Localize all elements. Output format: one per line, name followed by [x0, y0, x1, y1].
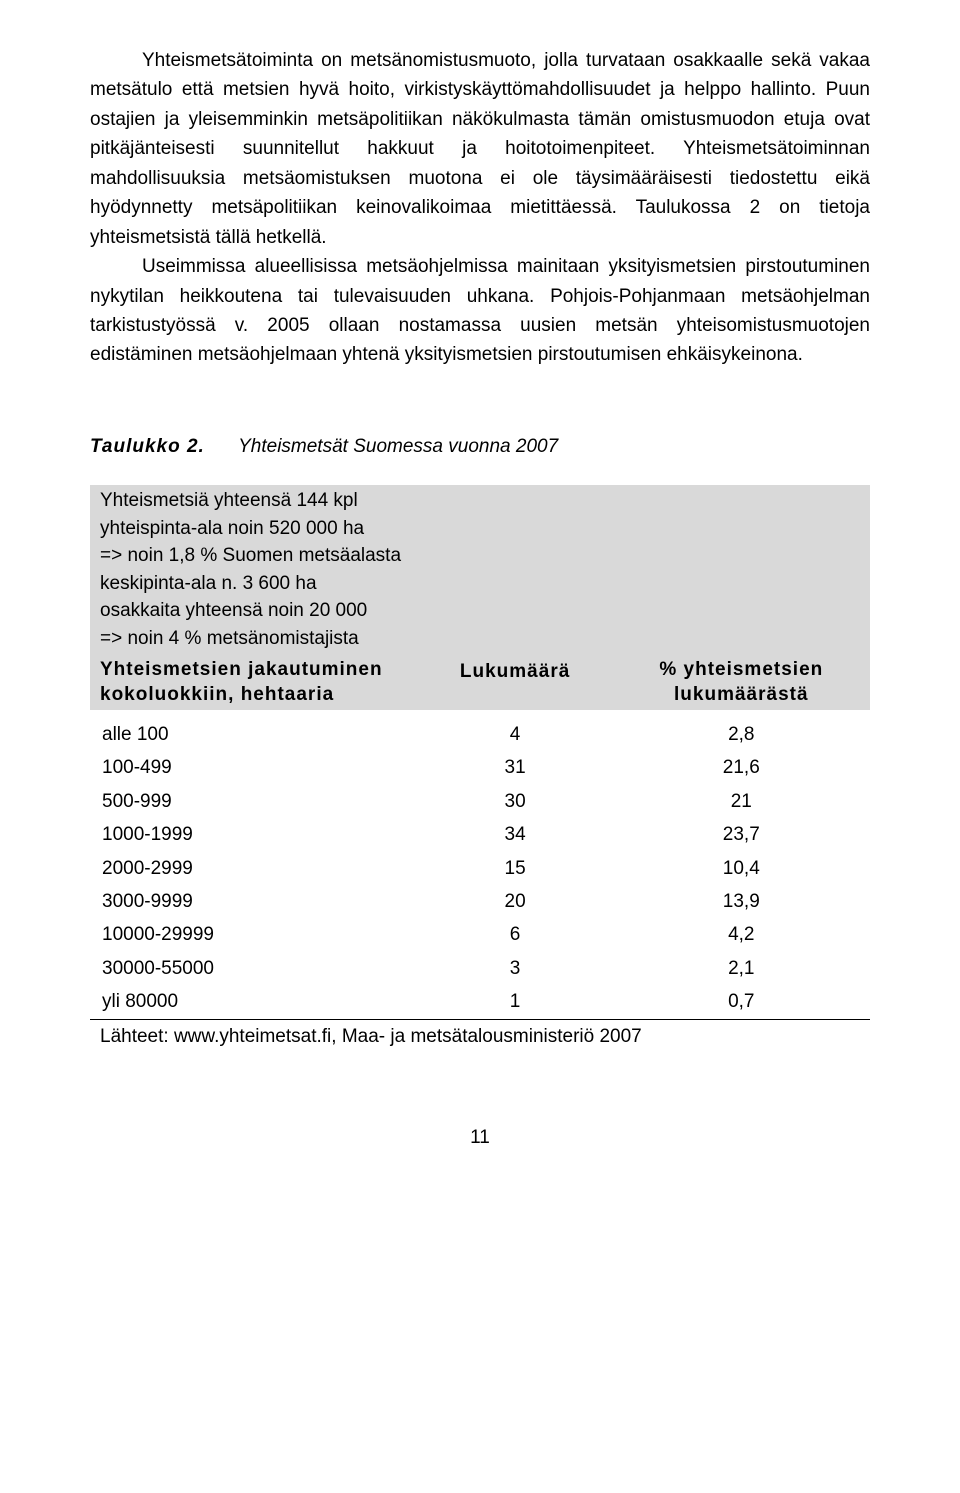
- page-container: Yhteismetsätoiminta on metsänomistusmuot…: [0, 0, 960, 1193]
- table-cell-pct: 2,1: [613, 952, 870, 985]
- table-cell-count: 4: [418, 710, 613, 751]
- table-caption-label: Taulukko 2.: [90, 436, 205, 457]
- table-source: Lähteet: www.yhteimetsat.fi, Maa- ja met…: [90, 1019, 870, 1053]
- table-cell-count: 3: [418, 952, 613, 985]
- table-cell-pct: 21,6: [613, 751, 870, 784]
- table-cell-range: 3000-9999: [90, 885, 418, 918]
- table-cell-range: 30000-55000: [90, 952, 418, 985]
- table-row: alle 100 4 2,8: [90, 710, 870, 751]
- summary-line: => noin 4 % metsänomistajista: [100, 625, 860, 653]
- table-caption-title: Yhteismetsät Suomessa vuonna 2007: [238, 436, 558, 457]
- data-table: Yhteismetsiä yhteensä 144 kpl yhteispint…: [90, 485, 870, 1053]
- table-cell-pct: 21: [613, 785, 870, 818]
- table-header-col3: % yhteismetsien lukumäärästä: [613, 655, 870, 710]
- table-summary-cell: Yhteismetsiä yhteensä 144 kpl yhteispint…: [90, 485, 870, 654]
- table-row: 500-999 30 21: [90, 785, 870, 818]
- paragraph-1: Yhteismetsätoiminta on metsänomistusmuot…: [90, 46, 870, 252]
- summary-line: Yhteismetsiä yhteensä 144 kpl: [100, 487, 860, 515]
- table-cell-range: alle 100: [90, 710, 418, 751]
- table-row: 100-499 31 21,6: [90, 751, 870, 784]
- table-cell-range: 1000-1999: [90, 818, 418, 851]
- table-summary-row: Yhteismetsiä yhteensä 144 kpl yhteispint…: [90, 485, 870, 654]
- table-cell-range: 2000-2999: [90, 852, 418, 885]
- table-row: 30000-55000 3 2,1: [90, 952, 870, 985]
- table-cell-pct: 4,2: [613, 918, 870, 951]
- table-header-row: Yhteismetsien jakautuminen kokoluokkiin,…: [90, 655, 870, 710]
- table-source-row: Lähteet: www.yhteimetsat.fi, Maa- ja met…: [90, 1019, 870, 1053]
- table-cell-range: 100-499: [90, 751, 418, 784]
- table-cell-count: 6: [418, 918, 613, 951]
- summary-line: keskipinta-ala n. 3 600 ha: [100, 570, 860, 598]
- table-cell-count: 31: [418, 751, 613, 784]
- table-cell-count: 34: [418, 818, 613, 851]
- table-cell-range: yli 80000: [90, 985, 418, 1019]
- table-row: 10000-29999 6 4,2: [90, 918, 870, 951]
- table-row: 2000-2999 15 10,4: [90, 852, 870, 885]
- table-header-col1: Yhteismetsien jakautuminen kokoluokkiin,…: [90, 655, 418, 710]
- table-row: yli 80000 1 0,7: [90, 985, 870, 1019]
- table-cell-count: 20: [418, 885, 613, 918]
- table-cell-range: 500-999: [90, 785, 418, 818]
- table-row: 3000-9999 20 13,9: [90, 885, 870, 918]
- summary-line: yhteispinta-ala noin 520 000 ha: [100, 515, 860, 543]
- table-cell-count: 30: [418, 785, 613, 818]
- table-cell-count: 1: [418, 985, 613, 1019]
- table-cell-pct: 0,7: [613, 985, 870, 1019]
- body-text: Yhteismetsätoiminta on metsänomistusmuot…: [90, 46, 870, 370]
- table-caption: Taulukko 2. Yhteismetsät Suomessa vuonna…: [90, 432, 870, 461]
- summary-line: => noin 1,8 % Suomen metsäalasta: [100, 542, 860, 570]
- table-row: 1000-1999 34 23,7: [90, 818, 870, 851]
- table-cell-count: 15: [418, 852, 613, 885]
- table-cell-pct: 10,4: [613, 852, 870, 885]
- page-number: 11: [90, 1123, 870, 1152]
- paragraph-2: Useimmissa alueellisissa metsäohjelmissa…: [90, 252, 870, 370]
- table-cell-pct: 13,9: [613, 885, 870, 918]
- table-cell-pct: 23,7: [613, 818, 870, 851]
- summary-line: osakkaita yhteensä noin 20 000: [100, 597, 860, 625]
- table-cell-range: 10000-29999: [90, 918, 418, 951]
- table-header-col2: Lukumäärä: [418, 655, 613, 710]
- table-cell-pct: 2,8: [613, 710, 870, 751]
